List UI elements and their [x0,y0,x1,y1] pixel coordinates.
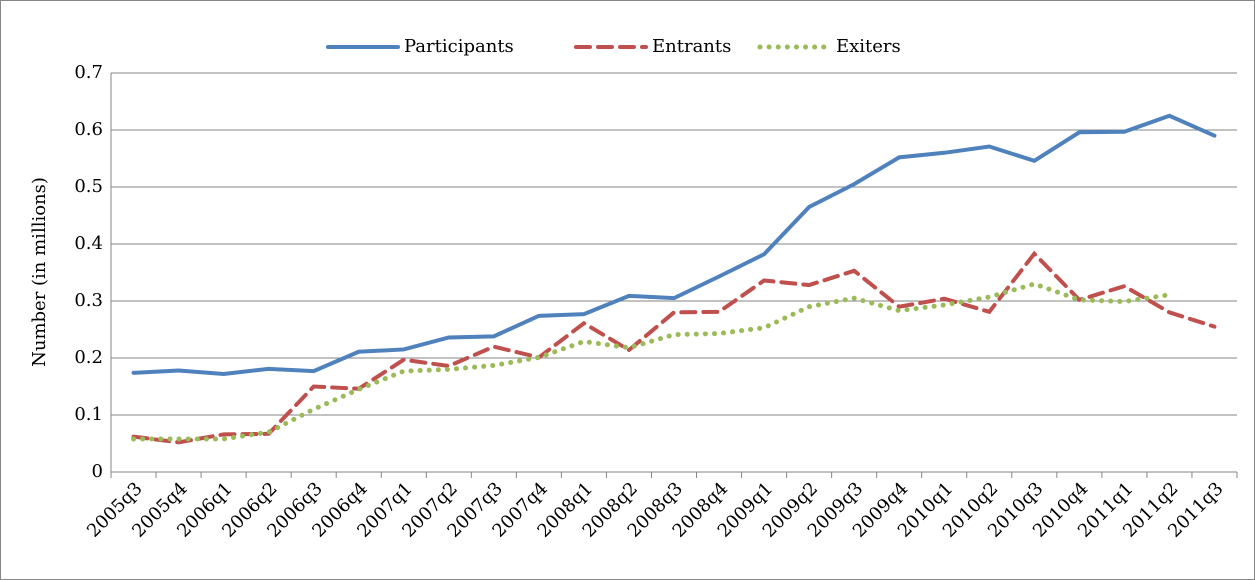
y-tick-label: 0.6 [74,119,103,140]
series-line [131,113,1217,376]
legend-label: Exiters [836,36,901,57]
y-tick-label: 0.7 [74,62,103,83]
legend-label: Participants [404,36,514,57]
series-line [131,281,1172,442]
legend-label: Entrants [652,36,731,57]
y-tick-label: 0.2 [74,347,103,368]
y-axis-label: Number (in millions) [29,177,50,367]
y-tick-label: 0.4 [74,233,103,254]
y-tick-label: 0 [92,461,103,482]
y-tick-label: 0.5 [74,176,103,197]
series-line [131,250,1217,445]
y-tick-label: 0.3 [74,290,103,311]
y-tick-label: 0.1 [74,404,103,425]
